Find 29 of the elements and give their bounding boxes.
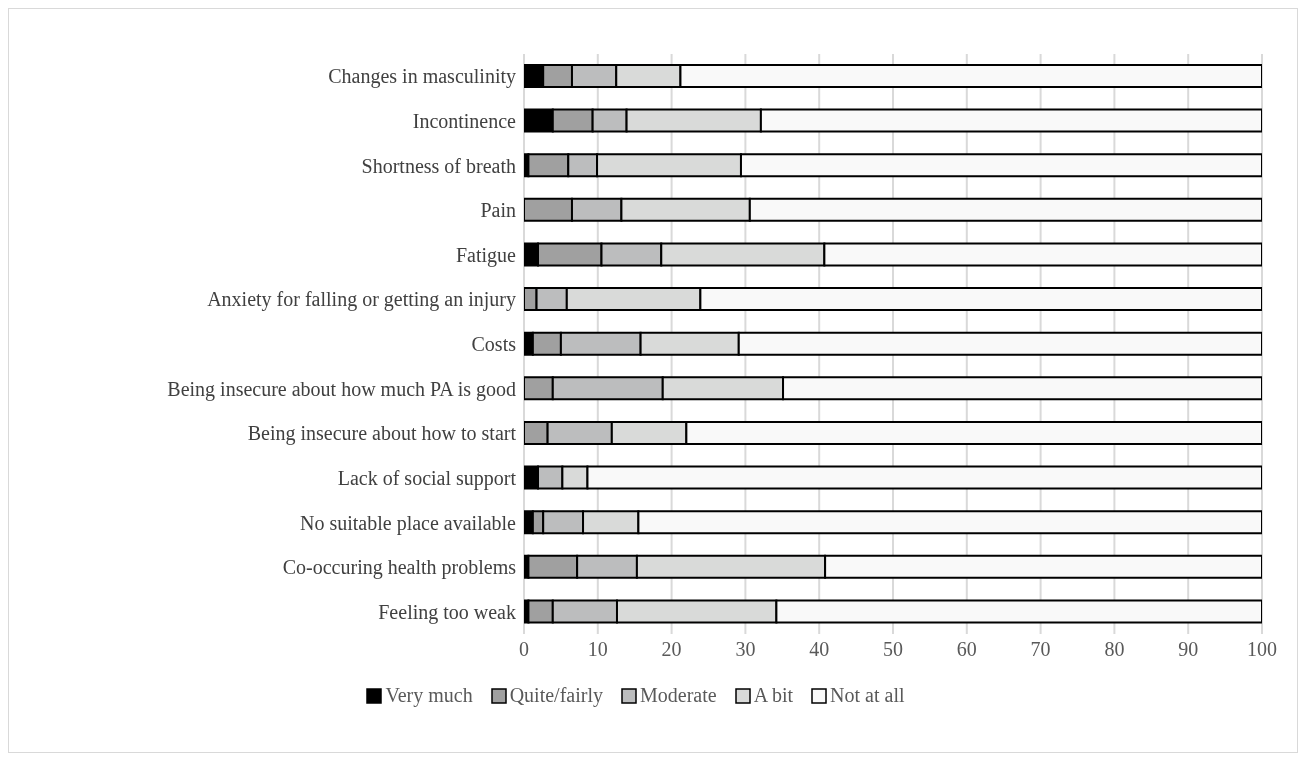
legend-label: Quite/fairly <box>509 684 603 707</box>
x-tick-label: 20 <box>661 638 682 661</box>
x-tick-label: 40 <box>809 638 830 661</box>
y-tick-label: Costs <box>471 333 517 356</box>
x-tick-label: 70 <box>1030 638 1051 661</box>
y-tick-label: Pain <box>480 199 516 222</box>
y-tick-label: Anxiety for falling or getting an injury <box>207 288 516 312</box>
legend-label: Not at all <box>830 684 905 707</box>
y-tick-label: Shortness of breath <box>361 154 516 177</box>
legend-label: Very much <box>385 684 473 707</box>
y-tick-label: Fatigue <box>456 243 517 267</box>
x-tick-label: 0 <box>519 638 529 661</box>
y-tick-label: Being insecure about how much PA is good <box>167 377 516 401</box>
x-tick-label: 100 <box>1247 638 1277 661</box>
legend-label: A bit <box>753 684 794 707</box>
x-tick-label: 80 <box>1104 638 1125 661</box>
y-tick-label: No suitable place available <box>299 511 517 535</box>
y-tick-label: Changes in masculinity <box>328 65 516 89</box>
y-tick-label: Lack of social support <box>337 466 517 490</box>
y-tick-label: Being insecure about how to start <box>247 422 517 446</box>
x-tick-label: 60 <box>956 638 977 661</box>
legend-label: Moderate <box>639 684 717 707</box>
y-tick-label: Feeling too weak <box>378 600 516 624</box>
x-tick-label: 10 <box>587 638 608 661</box>
x-tick-label: 90 <box>1178 638 1199 661</box>
y-tick-label: Incontinence <box>412 110 517 133</box>
x-tick-label: 30 <box>735 638 756 661</box>
y-tick-label: Co-occuring health problems <box>282 556 517 580</box>
x-tick-label: 50 <box>883 638 903 661</box>
